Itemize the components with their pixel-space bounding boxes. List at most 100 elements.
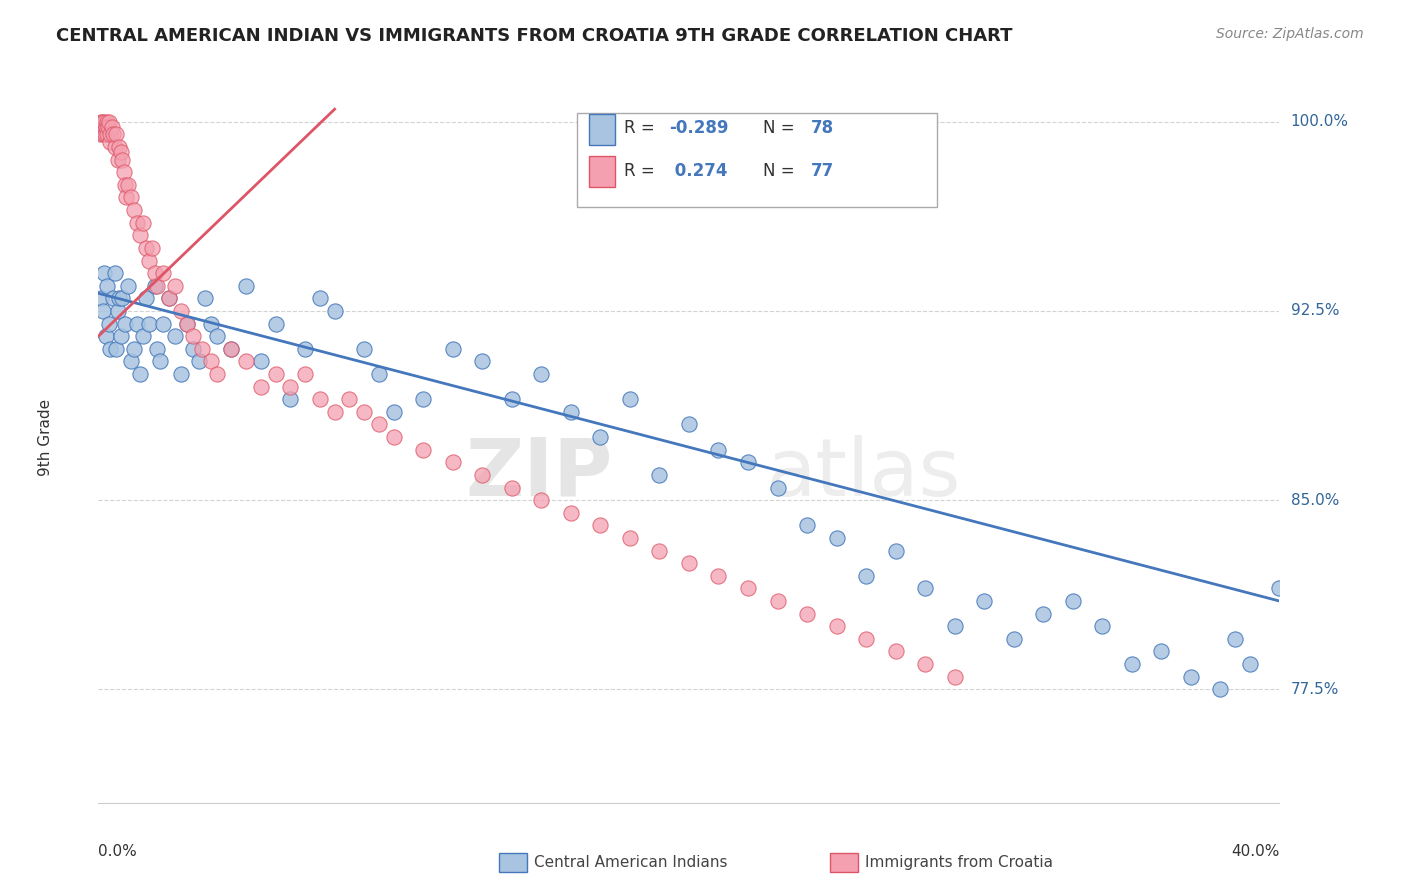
Point xyxy=(368,367,391,381)
Point xyxy=(707,569,730,583)
Text: Source: ZipAtlas.com: Source: ZipAtlas.com xyxy=(1216,27,1364,41)
Text: 0.274: 0.274 xyxy=(669,161,727,180)
Point xyxy=(176,317,198,331)
Point xyxy=(98,128,121,142)
Point xyxy=(1268,582,1291,596)
Point xyxy=(309,291,332,305)
Point xyxy=(766,481,789,495)
Point xyxy=(93,120,115,134)
Point xyxy=(96,128,118,142)
Point xyxy=(221,342,243,356)
Text: atlas: atlas xyxy=(766,434,960,513)
Point xyxy=(382,405,405,419)
Point xyxy=(104,140,127,154)
Point xyxy=(825,619,848,633)
Text: 100.0%: 100.0% xyxy=(1291,114,1348,129)
Point xyxy=(200,317,222,331)
Point xyxy=(678,417,700,432)
Point xyxy=(143,266,166,280)
Point xyxy=(766,594,789,608)
Point xyxy=(914,582,936,596)
Point xyxy=(181,342,204,356)
Point xyxy=(157,291,180,305)
Point xyxy=(412,392,434,407)
Point xyxy=(100,120,122,134)
Text: ZIP: ZIP xyxy=(465,434,612,513)
Text: Immigrants from Croatia: Immigrants from Croatia xyxy=(865,855,1053,870)
FancyBboxPatch shape xyxy=(576,113,936,207)
Point xyxy=(96,115,118,129)
Point xyxy=(152,266,174,280)
Point xyxy=(107,304,129,318)
Point xyxy=(97,317,120,331)
Point xyxy=(560,506,582,520)
Point xyxy=(125,216,148,230)
Point xyxy=(97,120,120,134)
Text: N =: N = xyxy=(763,161,794,180)
Point xyxy=(187,354,209,368)
Point xyxy=(707,442,730,457)
Point xyxy=(94,128,117,142)
Point xyxy=(309,392,332,407)
Point xyxy=(737,455,759,469)
Point xyxy=(111,153,134,167)
Point xyxy=(90,115,112,129)
Point xyxy=(103,291,125,305)
Point xyxy=(105,128,128,142)
Point xyxy=(200,354,222,368)
Point xyxy=(323,405,346,419)
Point xyxy=(1032,607,1054,621)
Point xyxy=(103,128,125,142)
Point xyxy=(141,241,163,255)
Point xyxy=(250,379,273,393)
Text: N =: N = xyxy=(763,120,794,137)
Point xyxy=(132,216,155,230)
Point xyxy=(108,140,131,154)
Point xyxy=(107,153,129,167)
Point xyxy=(125,317,148,331)
Point xyxy=(96,278,118,293)
Bar xyxy=(589,156,614,187)
Point xyxy=(110,329,132,343)
Point xyxy=(294,342,316,356)
Point xyxy=(530,367,553,381)
Point xyxy=(412,442,434,457)
Point xyxy=(501,481,523,495)
Text: 0.0%: 0.0% xyxy=(98,845,138,859)
Text: 40.0%: 40.0% xyxy=(1232,845,1279,859)
Point xyxy=(93,115,115,129)
Point xyxy=(353,342,375,356)
Point xyxy=(138,317,160,331)
Point xyxy=(1150,644,1173,658)
Point xyxy=(128,228,150,243)
Point xyxy=(619,531,641,545)
Point xyxy=(294,367,316,381)
Point xyxy=(97,115,120,129)
Point xyxy=(382,430,405,444)
Point xyxy=(530,493,553,508)
Point xyxy=(98,135,121,149)
Text: 77.5%: 77.5% xyxy=(1291,681,1339,697)
Point xyxy=(149,354,172,368)
Point xyxy=(264,317,287,331)
Point xyxy=(110,145,132,159)
Point xyxy=(368,417,391,432)
Point xyxy=(114,178,136,192)
Point xyxy=(122,203,145,218)
Point xyxy=(120,190,142,204)
Point xyxy=(165,329,187,343)
Point xyxy=(143,278,166,293)
Point xyxy=(108,291,131,305)
Point xyxy=(441,342,464,356)
Point xyxy=(89,128,111,142)
Point xyxy=(1121,657,1143,671)
Point xyxy=(323,304,346,318)
Point xyxy=(264,367,287,381)
Point xyxy=(93,266,115,280)
Point xyxy=(943,670,966,684)
Point xyxy=(855,632,877,646)
Point xyxy=(117,178,139,192)
Point xyxy=(619,392,641,407)
Point xyxy=(1002,632,1025,646)
Point xyxy=(648,543,671,558)
